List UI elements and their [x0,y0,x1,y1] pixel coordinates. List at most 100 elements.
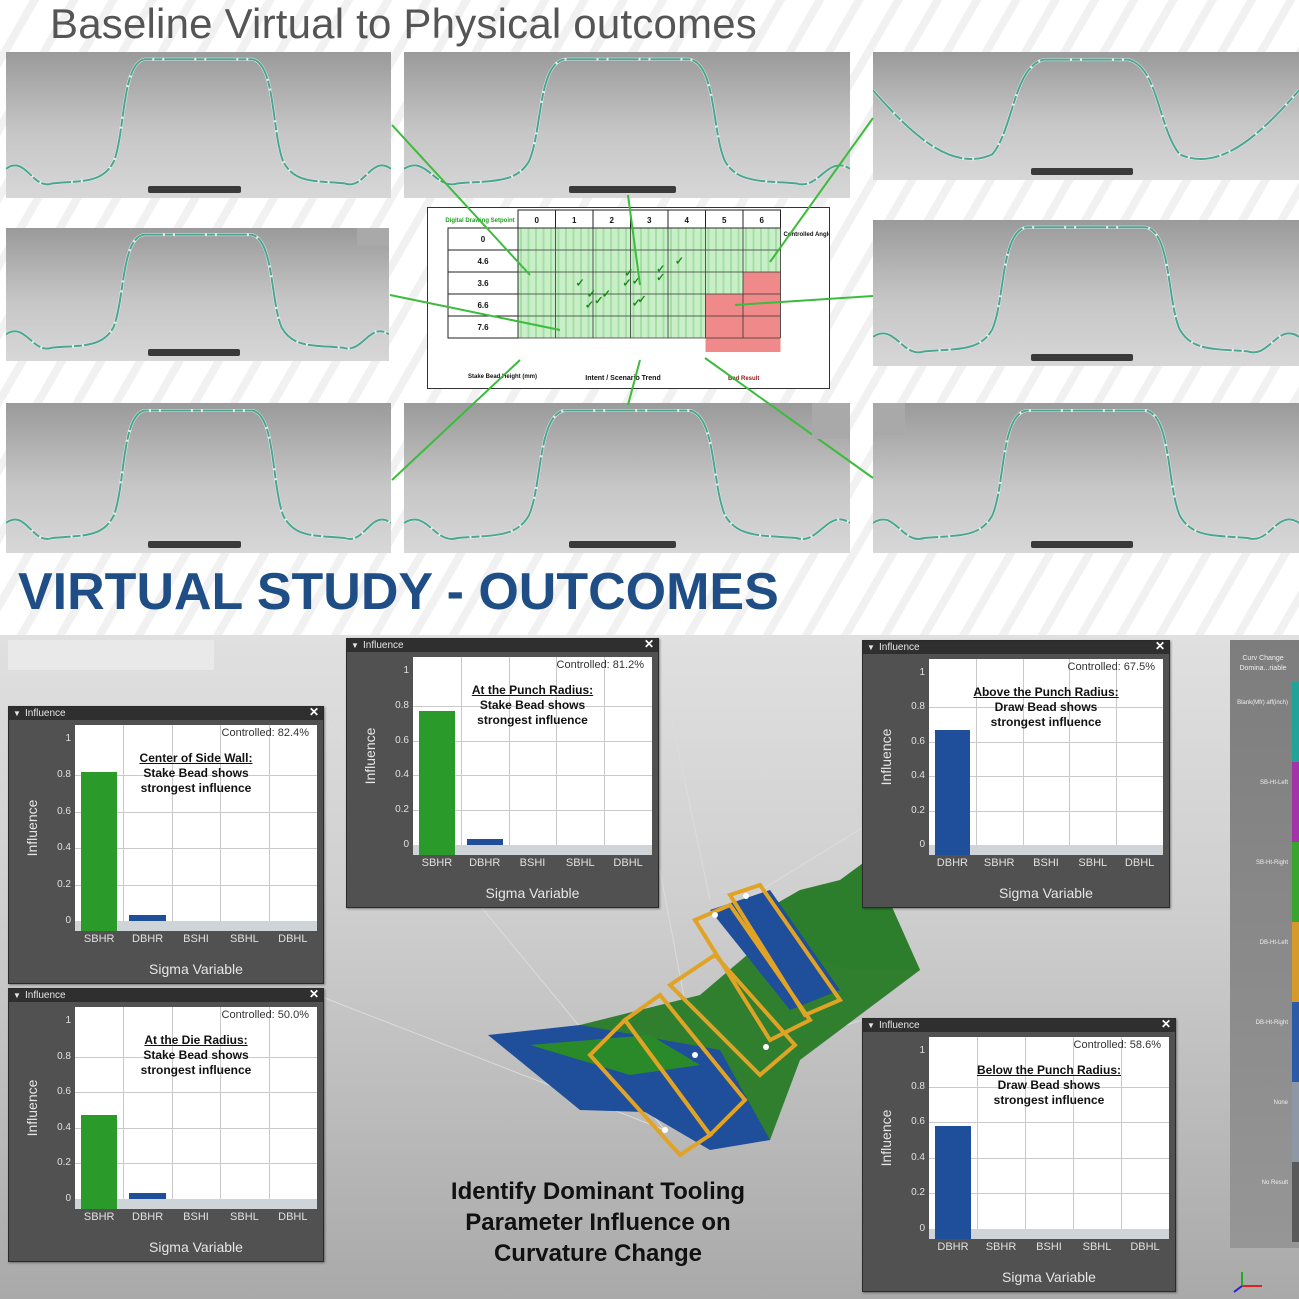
x-tick-label: DBHL [278,1211,308,1223]
plot-area: Controlled: 81.2% At the Punch Radius: Sta… [413,657,652,855]
profile-label-tag [147,349,240,356]
profile-plot-1[interactable] [6,52,391,198]
svg-text:✓: ✓ [632,297,641,309]
bar-dbhr [466,839,503,845]
panel-title: Influence [25,708,66,719]
x-tick-label: DBHL [278,933,308,945]
gridline [75,1163,317,1165]
profile-plot-5[interactable] [873,220,1299,366]
stamped-part-model[interactable] [470,850,930,1170]
influence-note: Above the Punch Radius: Draw Bead shows st… [929,685,1163,730]
x-tick-label: DBHR [132,933,164,945]
frame-side-wall [622,992,748,1139]
profile-plot-8[interactable] [873,403,1299,553]
x-tick-label: DBHR [132,1211,164,1223]
svg-text:3: 3 [647,216,652,225]
x-tick-label: BSHI [1033,857,1059,869]
gridline [413,775,652,777]
collapse-arrow-icon[interactable]: ▼ [351,641,359,650]
profile-curve [404,57,850,186]
svg-text:✓: ✓ [675,256,684,268]
legend-item-label: No Result [1261,1180,1288,1186]
axis-triad-icon [1233,1272,1262,1293]
gridline [929,1122,1169,1124]
profile-plot-3[interactable] [873,52,1299,180]
y-tick-label: 0.8 [57,1050,71,1062]
gridline [977,1037,978,1239]
profile-curve [873,58,1299,161]
gridline [1025,1037,1026,1239]
close-icon[interactable]: ✕ [308,705,319,719]
panel-title: Influence [25,990,66,1001]
y-tick-label: 0.8 [911,1080,925,1092]
influence-note: Below the Punch Radius: Draw Bead shows st… [929,1063,1169,1108]
x-tick-label: SBHL [230,933,259,945]
gridline [1121,1037,1122,1239]
close-icon[interactable]: ✕ [1160,1017,1171,1031]
legend-swatch [1292,842,1299,922]
influence-panel-2[interactable]: ▼ Influence ✕ Controlled: 81.2% At the Punch… [346,638,659,908]
axis-baseband [75,1199,317,1209]
collapse-arrow-icon[interactable]: ▼ [867,1021,875,1030]
note-title: At the Punch Radius: [471,683,594,697]
caption-line-3: Curvature Change [493,1240,703,1267]
influence-panel-1[interactable]: ▼ Influence ✕ Controlled: 82.4% Center of Si… [8,706,324,984]
caption-line-1: Identify Dominant Tooling [450,1178,746,1205]
influence-panel-3[interactable]: ▼ Influence ✕ Controlled: 67.5% Above the Pu… [862,640,1170,908]
svg-text:✓: ✓ [622,278,631,290]
y-tick-label: 1 [65,733,71,744]
profile-plot-2[interactable] [404,52,850,198]
x-tick-label: DBHR [936,857,968,869]
gridline [75,775,317,777]
frame-center [666,952,798,1078]
svg-text:✓: ✓ [624,268,633,280]
y-tick-label: 1 [919,667,925,678]
svg-text:Bad Result: Bad Result [728,376,759,382]
y-tick-label: 0.8 [57,769,71,781]
viewport-toolbar-strip [8,640,214,670]
note-line: Stake Bead shows [143,1048,249,1062]
y-tick-label: 0.6 [395,734,409,746]
svg-text:✓: ✓ [585,300,594,312]
controlled-percentage: Controlled: 50.0% [221,1009,309,1021]
y-tick-label: 0.4 [395,769,409,781]
y-tick-label: 0 [919,839,925,850]
virtual-study-title: VIRTUAL STUDY - OUTCOMES [18,563,779,621]
controlled-percentage: Controlled: 67.5% [1067,661,1155,673]
svg-text:Controlled Angle (mm): Controlled Angle (mm) [784,232,830,238]
profile-plot-4[interactable] [6,228,389,361]
collapse-arrow-icon[interactable]: ▼ [867,643,875,652]
gridline [75,884,317,886]
influence-panel-4[interactable]: ▼ Influence ✕ Controlled: 50.0% At the Die R… [8,988,324,1262]
y-axis-title: Influence [362,727,378,785]
x-tick-label: DBHL [1124,857,1155,869]
profile-plot-7[interactable] [404,403,850,553]
collapse-arrow-icon[interactable]: ▼ [13,991,21,1000]
gridline [604,657,606,855]
bar-sbhr [81,771,118,931]
close-icon[interactable]: ✕ [643,637,654,651]
influence-panel-5[interactable]: ▼ Influence ✕ Controlled: 58.6% Below the Pu… [862,1018,1176,1292]
profile-curve [6,409,391,541]
note-line: Stake Bead shows [479,698,586,712]
gridline [929,1193,1169,1195]
caption-line-2: Parameter Influence on [465,1209,731,1236]
close-icon[interactable]: ✕ [308,987,319,1001]
collapse-arrow-icon[interactable]: ▼ [13,709,21,718]
svg-text:✓: ✓ [656,263,665,275]
profile-label-tag [569,186,677,193]
profile-plot-6[interactable] [6,403,391,553]
x-tick-label: SBHL [565,857,595,869]
panel-title: Influence [363,640,404,651]
gridline [1022,659,1024,855]
note-title: At the Die Radius: [144,1033,248,1047]
gridline [75,1092,317,1094]
note-title: Center of Side Wall: [139,751,253,765]
close-icon[interactable]: ✕ [1154,639,1165,653]
y-tick-label: 0 [65,1193,71,1204]
x-tick-label: BSHI [519,857,546,869]
svg-text:✓: ✓ [602,289,611,301]
x-tick-label: SBHR [421,857,453,869]
note-line: Draw Bead shows [994,700,1098,714]
x-tick-label: DBHR [469,857,501,869]
